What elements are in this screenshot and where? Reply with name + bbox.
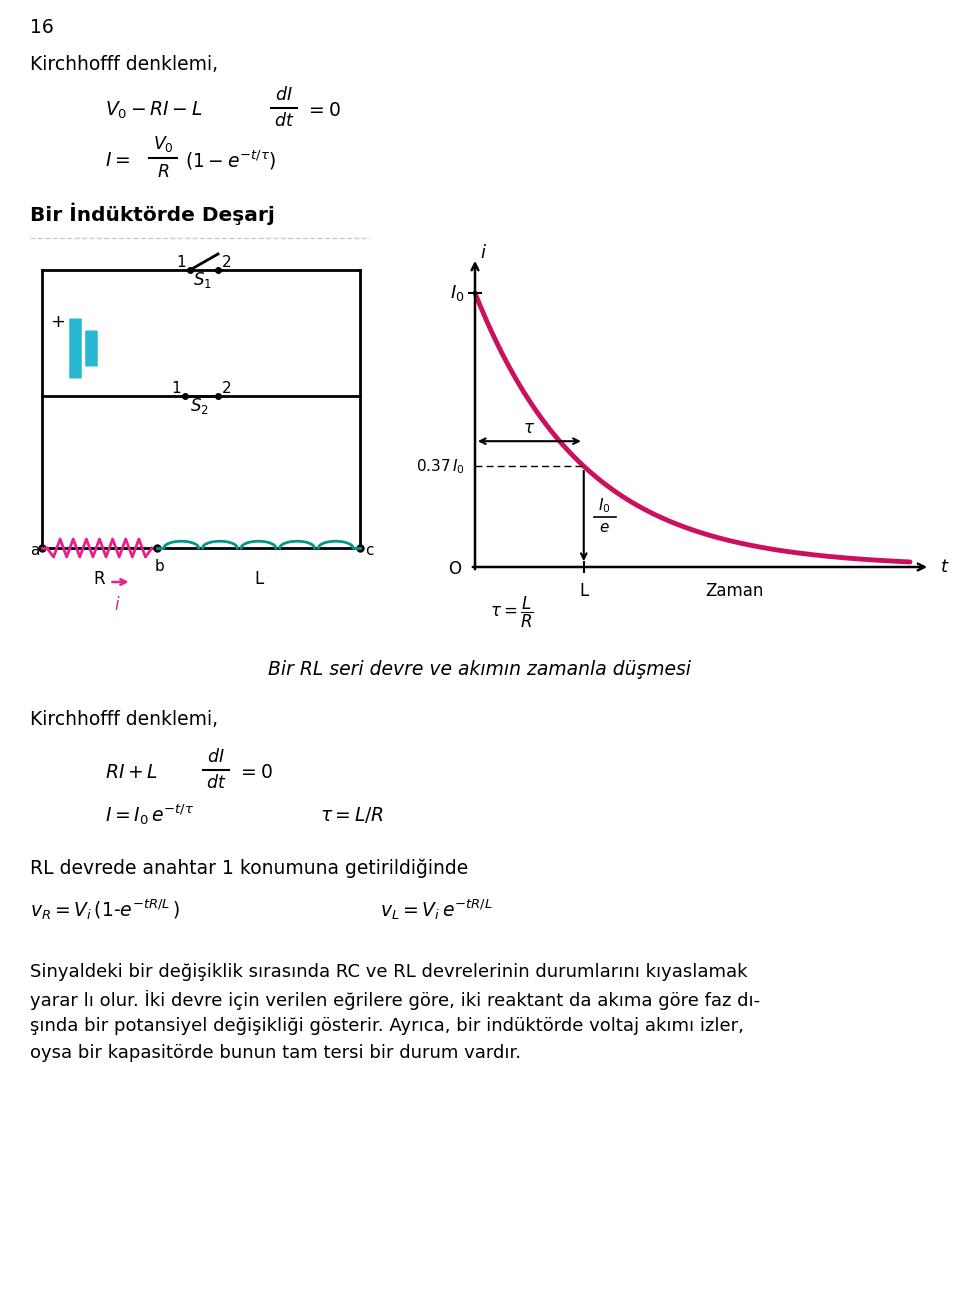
Text: $dt$: $dt$ [274, 112, 294, 130]
Text: $\tau = \dfrac{L}{R}$: $\tau = \dfrac{L}{R}$ [490, 595, 534, 630]
Text: Sinyaldeki bir değişiklik sırasında RC ve RL devrelerinin durumlarını kıyaslamak: Sinyaldeki bir değişiklik sırasında RC v… [30, 963, 748, 981]
Text: $0.37\,I_0$: $0.37\,I_0$ [416, 457, 465, 475]
Text: Kirchhofff denklemi,: Kirchhofff denklemi, [30, 711, 218, 729]
Text: yarar lı olur. İki devre için verilen eğrilere göre, iki reaktant da akıma göre : yarar lı olur. İki devre için verilen eğ… [30, 990, 760, 1011]
Text: oysa bir kapasitörde bunun tam tersi bir durum vardır.: oysa bir kapasitörde bunun tam tersi bir… [30, 1044, 521, 1063]
Text: +: + [50, 313, 65, 331]
Text: $e$: $e$ [599, 520, 611, 535]
Text: 2: 2 [222, 381, 231, 395]
Text: Kirchhofff denklemi,: Kirchhofff denklemi, [30, 55, 218, 74]
Text: b: b [155, 559, 165, 573]
Text: R: R [94, 570, 106, 588]
Text: $(1 - e^{-t/\tau})$: $(1 - e^{-t/\tau})$ [185, 148, 276, 171]
Text: L: L [253, 570, 263, 588]
Text: $R$: $R$ [156, 162, 169, 181]
Text: Zaman: Zaman [705, 582, 763, 600]
Text: 1: 1 [171, 381, 180, 395]
Text: 2: 2 [222, 255, 231, 269]
Text: Bir RL seri devre ve akımın zamanla düşmesi: Bir RL seri devre ve akımın zamanla düşm… [269, 660, 691, 679]
Text: $S_1$: $S_1$ [193, 270, 211, 290]
Text: Bir İndüktörde Deşarj: Bir İndüktörde Deşarj [30, 203, 275, 226]
Text: 1: 1 [176, 255, 185, 269]
Text: $v_L = V_i\,e^{-tR/L}$: $v_L = V_i\,e^{-tR/L}$ [380, 898, 492, 922]
Text: $I_0$: $I_0$ [450, 283, 465, 303]
Text: $\tau = L/R$: $\tau = L/R$ [320, 805, 384, 825]
Text: $RI + L$: $RI + L$ [105, 763, 157, 782]
Text: $dI$: $dI$ [207, 748, 225, 766]
Text: şında bir potansiyel değişikliği gösterir. Ayrıca, bir indüktörde voltaj akımı i: şında bir potansiyel değişikliği gösteri… [30, 1017, 744, 1035]
Text: $\tau$: $\tau$ [523, 420, 536, 438]
Text: L: L [579, 582, 588, 600]
Text: $= 0$: $= 0$ [237, 763, 273, 782]
Text: RL devrede anahtar 1 konumuna getirildiğinde: RL devrede anahtar 1 konumuna getirildiğ… [30, 859, 468, 878]
Text: $S_2$: $S_2$ [190, 396, 209, 416]
Text: $= 0$: $= 0$ [305, 100, 341, 120]
Text: c: c [365, 543, 373, 557]
Text: $V_0 - RI - L$: $V_0 - RI - L$ [105, 99, 203, 121]
Text: $I_0$: $I_0$ [598, 496, 612, 514]
Text: $i$: $i$ [480, 244, 487, 262]
Text: $t$: $t$ [940, 559, 949, 575]
Text: $V_0$: $V_0$ [153, 134, 174, 155]
Text: $i$: $i$ [114, 596, 121, 614]
Text: $dt$: $dt$ [205, 774, 227, 792]
Text: $I =$: $I =$ [105, 151, 130, 169]
Text: O: O [448, 560, 461, 578]
Text: $dI$: $dI$ [276, 86, 293, 104]
Text: 16: 16 [30, 18, 54, 36]
Text: $I = I_0\,e^{-t/\tau}$: $I = I_0\,e^{-t/\tau}$ [105, 803, 194, 827]
Text: $v_R = V_i\,(1\text{-}e^{-tR/L}\,)$: $v_R = V_i\,(1\text{-}e^{-tR/L}\,)$ [30, 898, 180, 922]
Text: a: a [30, 543, 39, 557]
